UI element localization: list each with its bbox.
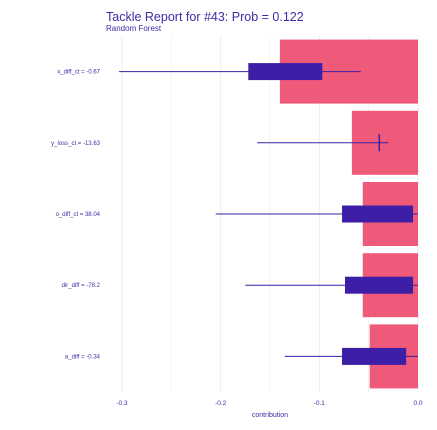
x-axis-ticks: -0.3 -0.2 -0.1 0.0	[116, 400, 422, 407]
x-axis-title: contribution	[252, 412, 288, 419]
x-tick-label: -0.2	[215, 400, 227, 407]
x-tick-label: -0.3	[116, 400, 128, 407]
y-axis-label: dir_diff = -78.2	[62, 283, 101, 289]
distribution-boxes	[119, 63, 418, 365]
y-axis-label: y_loss_ct = -13.63	[51, 141, 101, 147]
distribution-box	[344, 276, 414, 294]
y-axis-label: x_diff_ct = -0.67	[57, 70, 100, 76]
distribution-box	[342, 205, 414, 223]
chart-subtitle: Random Forest	[106, 24, 162, 33]
y-axis-label: a_diff = -0.34	[65, 354, 101, 360]
y-axis-labels: x_diff_ct = -0.67 y_loss_ct = -13.63 o_dif…	[51, 70, 101, 361]
distribution-box	[378, 134, 381, 152]
x-tick-label: 0.0	[413, 400, 422, 407]
distribution-box	[248, 63, 323, 81]
distribution-box	[342, 347, 407, 365]
y-axis-label: o_diff_ct = 38.04	[56, 212, 101, 218]
chart-title: Tackle Report for #43: Prob = 0.122	[106, 10, 304, 24]
x-tick-label: -0.1	[314, 400, 326, 407]
